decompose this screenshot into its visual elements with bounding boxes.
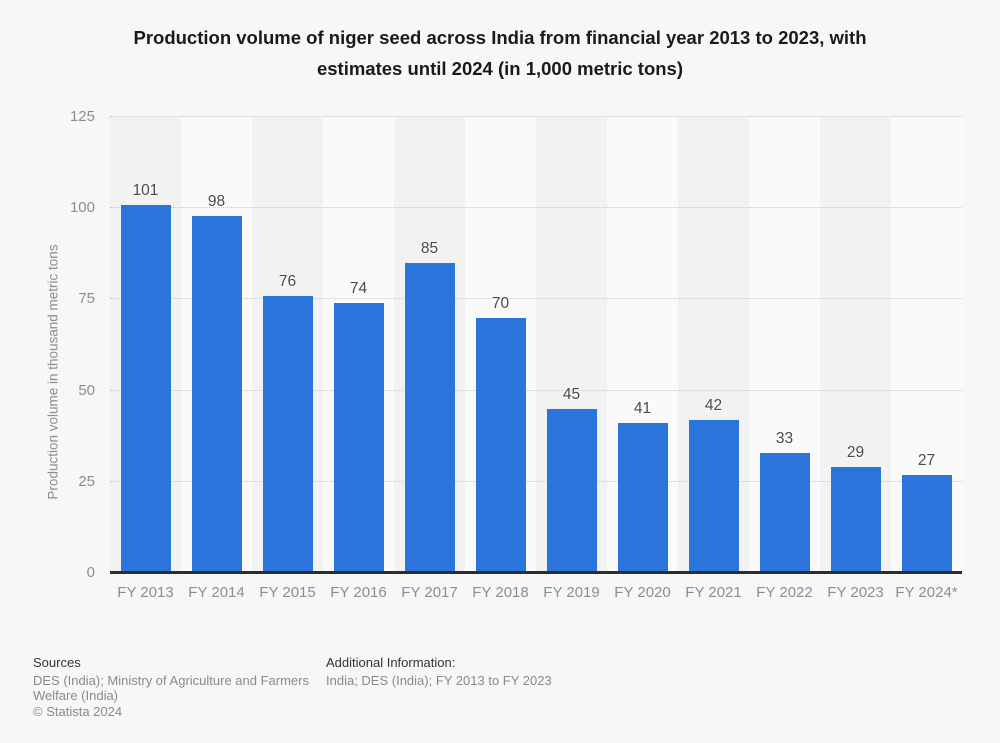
x-axis: FY 2013 FY 2014 FY 2015 FY 2016 FY 2017 FY 20… (110, 584, 962, 604)
bar-value-label: 98 (207, 192, 226, 210)
y-tick-label: 100 (69, 199, 95, 217)
bar-value-label: 74 (349, 280, 368, 298)
bar-fy-2024- (901, 474, 952, 573)
x-tick-label: FY 2015 (259, 584, 316, 601)
footer-additional-info: Additional Information: India; DES (Indi… (326, 655, 746, 688)
x-tick-label: FY 2016 (330, 584, 387, 601)
bar-fy-2014 (191, 215, 242, 573)
bar-value-label: 85 (420, 239, 439, 257)
x-tick-label: FY 2019 (543, 584, 600, 601)
gridline (110, 207, 962, 209)
chart-title-line2: estimates until 2024 (in 1,000 metric to… (316, 58, 684, 79)
bar-value-label: 70 (491, 294, 510, 312)
x-axis-line (110, 571, 962, 574)
gridline (110, 116, 962, 117)
bar-value-label: 29 (846, 444, 865, 462)
bar-value-label: 33 (775, 429, 794, 447)
sources-text: DES (India); Ministry of Agriculture and… (33, 672, 309, 704)
bar-fy-2016 (333, 303, 384, 573)
x-tick-label: FY 2023 (827, 584, 884, 601)
y-axis: 0 25 50 75 100 125 (30, 0, 95, 743)
bar-value-label: 45 (562, 385, 581, 403)
bar-fy-2017 (404, 262, 455, 573)
gridline (110, 298, 962, 300)
x-tick-label: FY 2013 (117, 584, 174, 601)
additional-info-label: Additional Information: (326, 655, 456, 670)
bar-fy-2023 (830, 467, 881, 573)
bar-fy-2021 (688, 419, 739, 573)
chart-title-line1: Production volume of niger seed across I… (133, 27, 867, 48)
footer-sources: Sources DES (India); Ministry of Agricul… (33, 655, 333, 719)
bar-fy-2019 (546, 408, 597, 573)
copyright-text: © Statista 2024 (33, 703, 123, 719)
y-tick-label: 0 (86, 564, 95, 581)
x-tick-label: FY 2022 (756, 584, 813, 601)
y-tick-label: 125 (69, 108, 95, 125)
bar-fy-2022 (759, 452, 810, 573)
plot-area: 101 98 76 74 85 70 45 41 42 33 29 27 (110, 116, 962, 574)
bar-value-label: 27 (917, 451, 936, 469)
chart-title: Production volume of niger seed across I… (0, 22, 1000, 84)
bar-value-label: 41 (633, 400, 652, 418)
bar-fy-2020 (617, 423, 668, 573)
gridline (110, 480, 962, 482)
x-tick-label: FY 2018 (472, 584, 529, 601)
bar-value-label: 76 (278, 272, 297, 290)
x-tick-label: FY 2014 (188, 584, 245, 601)
x-tick-label: FY 2017 (401, 584, 458, 601)
y-tick-label: 75 (78, 290, 95, 308)
gridline (110, 389, 962, 391)
bar-value-label: 42 (704, 396, 723, 414)
bar-fy-2015 (262, 295, 313, 573)
y-tick-label: 50 (78, 381, 95, 399)
x-tick-label: FY 2021 (685, 584, 742, 601)
x-tick-label: FY 2024* (895, 584, 958, 601)
additional-info-text: India; DES (India); FY 2013 to FY 2023 (326, 672, 552, 688)
bar-fy-2018 (475, 317, 526, 573)
x-tick-label: FY 2020 (614, 584, 671, 601)
y-tick-label: 25 (78, 472, 95, 490)
bar-fy-2013 (120, 204, 171, 573)
bar-value-label: 101 (132, 181, 159, 199)
sources-label: Sources (33, 655, 81, 670)
